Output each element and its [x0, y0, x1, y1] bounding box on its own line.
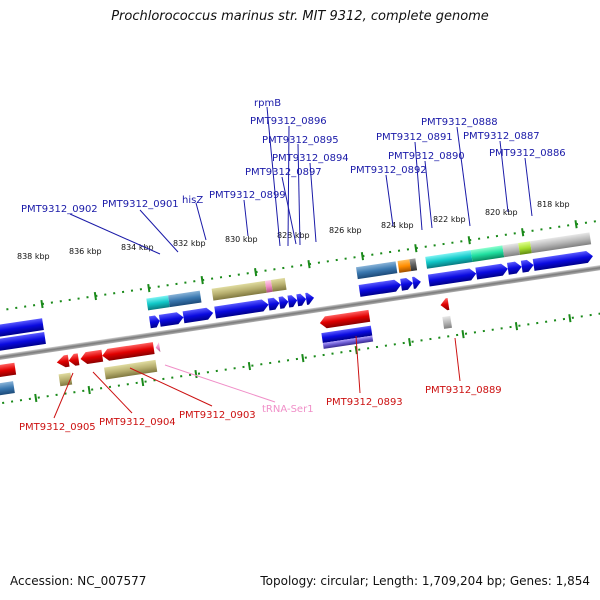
gene-label-0894[interactable]: PMT9312_0894 — [272, 153, 349, 164]
kbp-label: 818 kbp — [537, 200, 570, 209]
gene-label-0888[interactable]: PMT9312_0888 — [421, 117, 498, 128]
cog-block — [265, 279, 273, 293]
cog-block — [104, 359, 158, 380]
cds-forward[interactable] — [532, 250, 594, 271]
cog-row-outer — [146, 232, 592, 311]
gene-label-0892[interactable]: PMT9312_0892 — [350, 165, 427, 176]
gene-label-0889[interactable]: PMT9312_0889 — [425, 385, 502, 396]
cds-forward[interactable] — [358, 279, 402, 297]
cds-forward[interactable] — [520, 259, 535, 273]
gene-label-0896[interactable]: PMT9312_0896 — [250, 116, 327, 127]
cds-forward[interactable] — [507, 261, 523, 275]
cds-forward[interactable] — [278, 296, 290, 309]
forward-strand — [0, 250, 594, 352]
cds-forward[interactable] — [412, 276, 422, 289]
cog-block — [0, 381, 15, 397]
gene-label-0886[interactable]: PMT9312_0886 — [489, 148, 566, 159]
inner-major-ticks — [34, 314, 572, 403]
cds-reverse[interactable] — [440, 298, 450, 311]
kbp-label: 830 kbp — [225, 235, 258, 244]
cds-reverse[interactable] — [80, 349, 104, 365]
gene-label-0893[interactable]: PMT9312_0893 — [326, 397, 403, 408]
gene-label-0890[interactable]: PMT9312_0890 — [388, 151, 465, 162]
cog-block — [355, 261, 398, 280]
cog-block — [321, 325, 373, 343]
cds-forward[interactable] — [0, 332, 46, 352]
topology-label: Topology: circular; Length: 1,709,204 bp… — [260, 574, 590, 588]
cds-forward[interactable] — [427, 268, 477, 287]
gene-label-0887[interactable]: PMT9312_0887 — [463, 131, 540, 142]
gene-label-0902[interactable]: PMT9312_0902 — [21, 204, 98, 215]
trna-leader-line — [164, 364, 276, 403]
inner-tick-track — [0, 300, 600, 415]
kbp-label: 832 kbp — [173, 239, 206, 248]
cds-forward[interactable] — [296, 293, 307, 307]
cds-forward[interactable] — [158, 311, 185, 327]
cds-reverse[interactable] — [101, 342, 155, 362]
gene-label-0905[interactable]: PMT9312_0905 — [19, 422, 96, 433]
gene-label-0895[interactable]: PMT9312_0895 — [262, 135, 339, 146]
gene-label-0904[interactable]: PMT9312_0904 — [99, 417, 176, 428]
cog-block — [530, 232, 592, 254]
cds-forward[interactable] — [287, 294, 298, 308]
accession-label: Accession: NC_007577 — [10, 574, 147, 588]
reverse-strand — [0, 298, 450, 380]
cog-row-inner — [0, 315, 452, 397]
gene-label-hisZ[interactable]: hisZ — [182, 195, 203, 206]
trna-ser1-feature[interactable] — [155, 342, 161, 353]
cog-block — [470, 245, 505, 262]
kbp-label: 834 kbp — [121, 243, 154, 252]
kbp-label: 838 kbp — [17, 252, 50, 261]
cds-reverse[interactable] — [68, 353, 80, 366]
kbp-label: 824 kbp — [381, 221, 414, 230]
gene-label-0903[interactable]: PMT9312_0903 — [179, 410, 256, 421]
cds-forward[interactable] — [148, 315, 161, 329]
kbp-label: 828 kbp — [277, 231, 310, 240]
kbp-label: 822 kbp — [433, 215, 466, 224]
gene-label-rpmB[interactable]: rpmB — [254, 98, 281, 109]
kbp-label: 836 kbp — [69, 247, 102, 256]
cds-forward[interactable] — [305, 292, 315, 305]
cds-reverse[interactable] — [319, 309, 371, 329]
gene-label-0897[interactable]: PMT9312_0897 — [245, 167, 322, 178]
bottom-leader-lines — [53, 335, 461, 419]
cds-forward[interactable] — [267, 297, 281, 311]
kbp-label: 826 kbp — [329, 226, 362, 235]
cog-block — [211, 280, 267, 301]
kbp-labels: 838 kbp 836 kbp 834 kbp 832 kbp 830 kbp … — [17, 200, 570, 261]
bottom-labels: PMT9312_0905 PMT9312_0904 PMT9312_0903 t… — [19, 385, 502, 433]
top-labels: rpmB PMT9312_0896 PMT9312_0895 PMT9312_0… — [21, 98, 566, 215]
cog-block — [502, 242, 520, 258]
cds-forward[interactable] — [214, 299, 269, 319]
map-title: Prochlorococcus marinus str. MIT 9312, c… — [111, 9, 489, 24]
gene-label-0899[interactable]: PMT9312_0899 — [209, 190, 286, 201]
outer-major-ticks — [40, 220, 578, 309]
cog-block — [425, 250, 473, 269]
gene-label-0891[interactable]: PMT9312_0891 — [376, 132, 453, 143]
cog-block — [146, 295, 170, 311]
cog-block — [409, 258, 418, 272]
cds-forward[interactable] — [182, 307, 214, 324]
cds-forward[interactable] — [400, 277, 414, 291]
cog-block — [322, 335, 374, 349]
genome-backbone — [0, 253, 600, 372]
gene-label-trna-ser1[interactable]: tRNA-Ser1 — [262, 404, 314, 415]
cds-reverse[interactable] — [0, 362, 17, 380]
cog-block — [442, 315, 452, 329]
kbp-label: 820 kbp — [485, 208, 518, 217]
cds-forward[interactable] — [475, 263, 508, 280]
cog-block — [270, 277, 287, 292]
gene-label-0901[interactable]: PMT9312_0901 — [102, 199, 179, 210]
cds-reverse[interactable] — [56, 354, 70, 369]
cds-forward[interactable] — [0, 318, 44, 338]
cog-block — [397, 259, 412, 273]
cog-block — [168, 290, 202, 308]
top-leader-lines — [69, 106, 533, 255]
cog-block — [518, 241, 532, 255]
